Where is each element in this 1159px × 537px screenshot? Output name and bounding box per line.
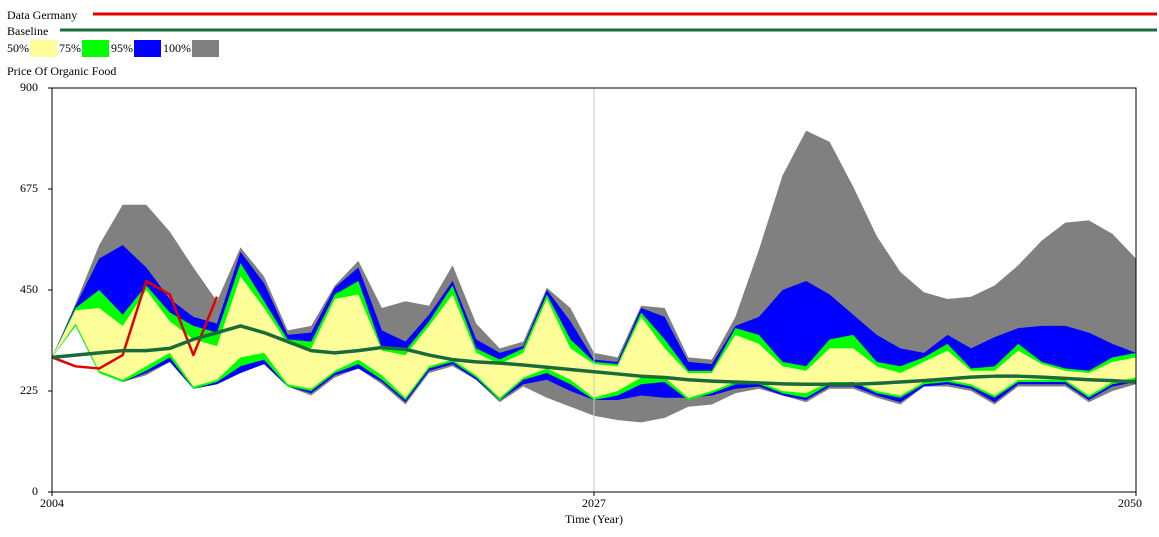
- legend-label: 75%: [59, 41, 81, 55]
- y-tick-label: 0: [32, 484, 38, 498]
- legend-label: 50%: [7, 41, 29, 55]
- series-line: [51, 324, 1137, 387]
- legend-swatch: [30, 40, 57, 57]
- legend-label: Baseline: [7, 24, 48, 38]
- x-tick-label: 2050: [1118, 496, 1142, 510]
- confidence-band: [52, 276, 1136, 398]
- legend-swatch: [192, 40, 219, 57]
- y-tick-label: 675: [20, 181, 38, 195]
- y-tick-label: 450: [20, 282, 38, 296]
- chart-title: Price Of Organic Food: [7, 64, 116, 78]
- legend-swatch: [134, 40, 161, 57]
- legend-swatch: [82, 40, 109, 57]
- plot-area: [51, 88, 1137, 492]
- x-tick-label: 2027: [582, 496, 606, 510]
- x-tick-label: 2004: [40, 496, 64, 510]
- legend-label: 95%: [111, 41, 133, 55]
- legend-label: Data Germany: [7, 8, 77, 22]
- series-line: [51, 279, 219, 370]
- x-axis-label: Time (Year): [565, 512, 623, 526]
- y-tick-label: 225: [20, 383, 38, 397]
- legend-label: 100%: [163, 41, 191, 55]
- y-tick-label: 900: [20, 80, 38, 94]
